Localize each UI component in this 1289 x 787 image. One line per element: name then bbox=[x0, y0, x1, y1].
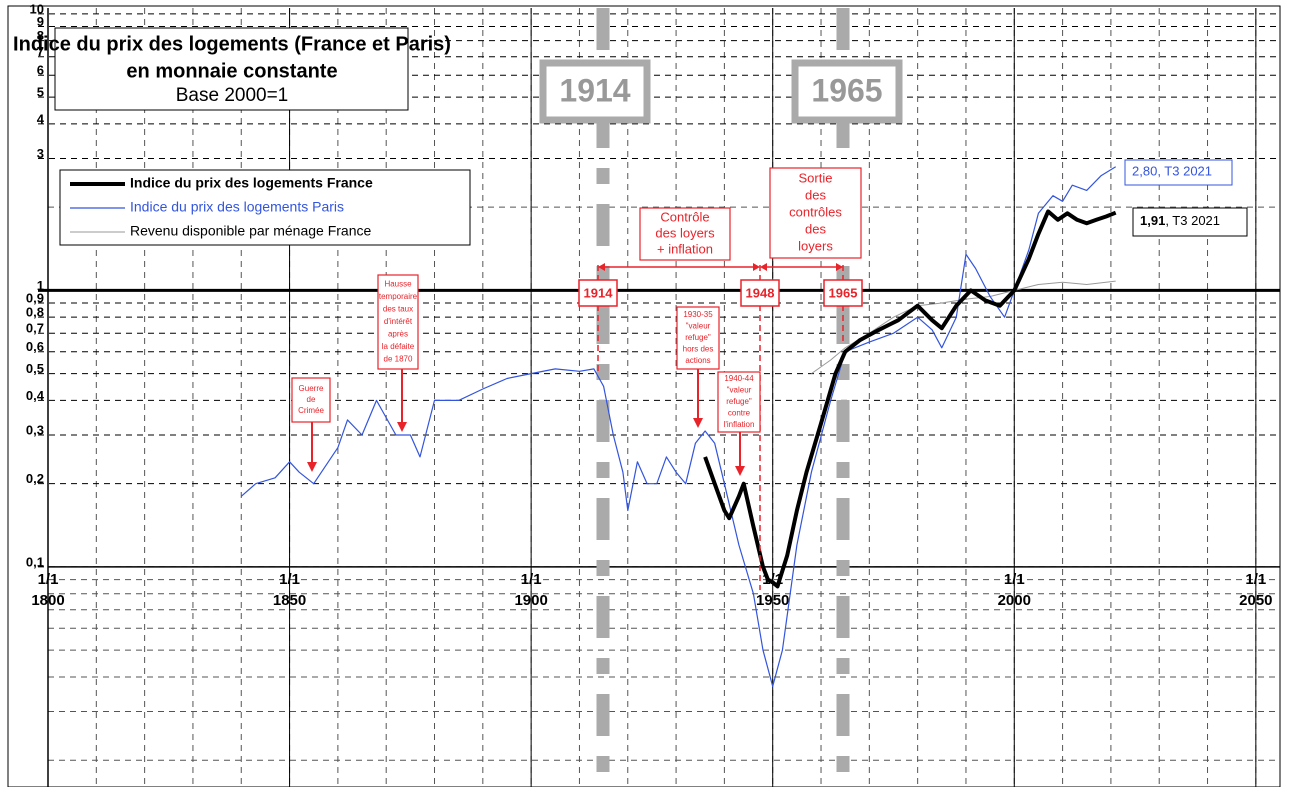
x-tick-label: 1950 bbox=[756, 592, 789, 609]
y-tick-label: 0,7 bbox=[26, 321, 44, 336]
x-tick-prefix: 1/1 bbox=[521, 571, 542, 588]
legend-label: Indice du prix des logements Paris bbox=[130, 199, 344, 215]
annotation-text: Contrôle bbox=[660, 209, 709, 224]
series-line bbox=[240, 166, 1117, 687]
annotation-text: des bbox=[805, 221, 826, 236]
annotation-text: après bbox=[388, 330, 408, 339]
annotation-text: Crimée bbox=[298, 406, 324, 415]
y-tick-label: 4 bbox=[37, 111, 45, 126]
annotation-text: contrôles bbox=[789, 204, 842, 219]
period-box bbox=[539, 59, 651, 124]
y-tick-label: 9 bbox=[37, 14, 44, 29]
marker-box bbox=[578, 279, 618, 307]
annotation-box bbox=[676, 306, 720, 370]
end-label: 2,80, T3 2021 bbox=[1132, 164, 1212, 179]
y-tick-label: 1 bbox=[37, 278, 44, 293]
annotation-text: temporaire bbox=[379, 292, 418, 301]
marker-box bbox=[823, 279, 863, 307]
annotation-box bbox=[769, 167, 862, 259]
annotation-text: loyers bbox=[798, 238, 833, 253]
title-box bbox=[54, 27, 409, 111]
annotation-text: hors des bbox=[683, 345, 714, 354]
annotation-text: "valeur bbox=[727, 386, 752, 395]
legend-box bbox=[59, 169, 471, 246]
end-label-box bbox=[1124, 159, 1233, 186]
end-label-value: 1,91 bbox=[1140, 213, 1165, 228]
annotation-text: l'inflation bbox=[724, 420, 755, 429]
end-label-note: , T3 2021 bbox=[1157, 164, 1212, 179]
annotation-text: des loyers bbox=[655, 225, 715, 240]
annotation-text: Sortie bbox=[799, 170, 833, 185]
arrow-head bbox=[397, 422, 407, 432]
marker-label: 1965 bbox=[829, 285, 858, 300]
y-tick-label: 0,1 bbox=[26, 554, 44, 569]
annotation-text: de 1870 bbox=[384, 355, 413, 364]
x-tick-prefix: 1/1 bbox=[279, 571, 300, 588]
annotation-text: la défaite bbox=[382, 342, 415, 351]
y-tick-label: 0,5 bbox=[26, 361, 44, 376]
annotation-text: Hausse bbox=[384, 280, 412, 289]
y-tick-label: 0,4 bbox=[26, 388, 45, 403]
end-label-box bbox=[1132, 207, 1248, 237]
arrow-head bbox=[307, 462, 317, 472]
y-tick-label: 6 bbox=[37, 63, 44, 78]
annotation-text: 1940-44 bbox=[724, 374, 754, 383]
annotation-text: des bbox=[805, 187, 826, 202]
y-tick-label: 10 bbox=[30, 1, 44, 16]
y-tick-label: 0,2 bbox=[26, 471, 44, 486]
annotation-text: de bbox=[307, 395, 316, 404]
chart-subtitle: en monnaie constante bbox=[126, 60, 337, 82]
y-tick-label: 8 bbox=[37, 28, 44, 43]
annotation-text: des taux bbox=[383, 305, 413, 314]
chart-title: Indice du prix des logements (France et … bbox=[13, 33, 451, 55]
x-tick-label: 1850 bbox=[273, 592, 306, 609]
x-tick-label: 2000 bbox=[998, 592, 1031, 609]
x-tick-label: 1900 bbox=[514, 592, 547, 609]
chart-subtitle: Base 2000=1 bbox=[176, 85, 289, 106]
x-tick-prefix: 1/1 bbox=[1245, 571, 1266, 588]
arrow-head bbox=[735, 466, 745, 476]
annotation-box bbox=[639, 207, 731, 261]
legend-label: Revenu disponible par ménage France bbox=[130, 223, 371, 239]
annotation-text: actions bbox=[685, 356, 710, 365]
annotation-text: d'intérêt bbox=[384, 317, 413, 326]
annotation-text: "valeur bbox=[686, 322, 711, 331]
period-label: 1965 bbox=[811, 72, 882, 108]
end-label-value: 2,80 bbox=[1132, 164, 1157, 179]
annotation-text: Guerre bbox=[299, 384, 324, 393]
annotation-text: refuge" bbox=[685, 333, 711, 342]
annotation-text: + inflation bbox=[657, 241, 713, 256]
annotation-text: 1930-35 bbox=[683, 310, 713, 319]
x-tick-label: 2050 bbox=[1239, 592, 1272, 609]
y-tick-label: 0,8 bbox=[26, 305, 44, 320]
end-label-note: , T3 2021 bbox=[1165, 213, 1220, 228]
annotation-text: contre bbox=[728, 409, 751, 418]
y-tick-label: 7 bbox=[37, 44, 44, 59]
y-tick-label: 0,9 bbox=[26, 290, 44, 305]
marker-box bbox=[740, 279, 780, 307]
end-label: 1,91, T3 2021 bbox=[1140, 213, 1220, 228]
annotation-text: refuge" bbox=[726, 397, 752, 406]
y-tick-label: 3 bbox=[37, 146, 44, 161]
y-tick-label: 5 bbox=[37, 85, 44, 100]
y-tick-label: 0,3 bbox=[26, 422, 44, 437]
y-tick-label: 0,6 bbox=[26, 339, 44, 354]
annotation-box bbox=[377, 274, 419, 370]
period-label: 1914 bbox=[559, 72, 630, 108]
arrow-head bbox=[693, 418, 703, 428]
marker-label: 1914 bbox=[584, 285, 614, 300]
legend-label: Indice du prix des logements France bbox=[130, 175, 373, 191]
x-tick-prefix: 1/1 bbox=[1004, 571, 1025, 588]
plot-background bbox=[7, 5, 1281, 787]
annotation-box bbox=[717, 371, 761, 433]
series-line bbox=[811, 280, 1116, 375]
marker-label: 1948 bbox=[746, 285, 775, 300]
period-box bbox=[791, 59, 903, 124]
series-line bbox=[703, 209, 1117, 589]
